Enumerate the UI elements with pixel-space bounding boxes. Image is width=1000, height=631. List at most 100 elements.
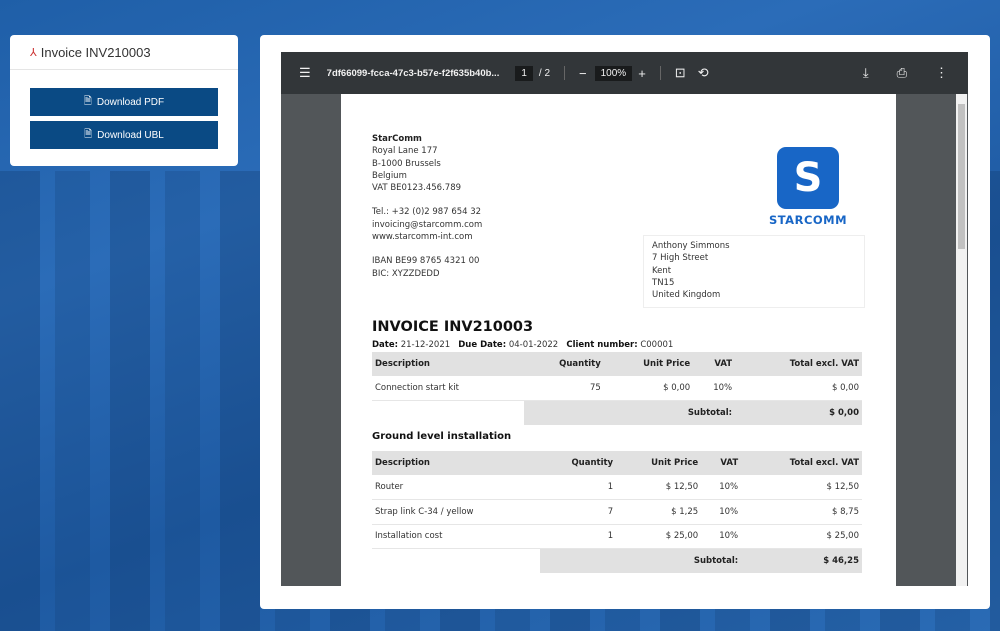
table-row: Strap link C-34 / yellow 7 $ 1,25 10% $ 8,75 [372, 499, 862, 525]
section-title: Ground level installation [372, 431, 512, 442]
column-header: Total excl. VAT [735, 352, 862, 376]
subtotal-value: $ 46,25 [741, 548, 862, 573]
table-header: Description Quantity Unit Price VAT Total ex… [372, 352, 862, 376]
column-header: Unit Price [616, 451, 702, 475]
table-cell: $ 8,75 [741, 499, 862, 525]
column-header: Description [372, 451, 540, 475]
download-ubl-button[interactable]: 🗎 Download UBL [30, 121, 218, 149]
scrollbar-thumb[interactable] [958, 104, 965, 249]
sender-line: VAT BE0123.456.789 [372, 183, 462, 194]
table-cell: Strap link C-34 / yellow [372, 499, 540, 525]
column-header: VAT [701, 451, 742, 475]
recipient-line: TN15 [652, 277, 675, 288]
download-ubl-label: Download UBL [97, 129, 164, 141]
logo-text: STARCOMM [768, 213, 848, 227]
column-header: Description [372, 352, 524, 376]
zoom-in-icon[interactable]: + [638, 65, 646, 81]
recipient-line: Kent [652, 265, 672, 276]
column-header: VAT [693, 352, 736, 376]
pdf-viewer: ☰ 7df66099-fcca-47c3-b57e-f2f635b40b... … [281, 52, 968, 586]
table-cell: 10% [701, 475, 742, 500]
download-pdf-label: Download PDF [96, 96, 165, 108]
recipient-line: Anthony Simmons [652, 241, 730, 251]
table-cell: $ 1,25 [616, 499, 702, 525]
items-table-2: Description Quantity Unit Price VAT Total ex… [372, 451, 862, 573]
page-input[interactable]: 1 [515, 65, 533, 81]
column-header: Total excl. VAT [741, 451, 862, 475]
pdf-page: StarComm Royal Lane 177 B-1000 Brussels … [341, 94, 896, 586]
client-label: Client number: [566, 340, 638, 350]
invoice-meta: Date: 21-12-2021 Due Date: 04-01-2022 Cl… [372, 339, 673, 351]
invoice-title: Invoice INV210003 [40, 44, 151, 60]
table-cell: 7 [539, 499, 617, 525]
table-row: Router 1 $ 12,50 10% $ 12,50 [372, 475, 862, 500]
pdf-toolbar: ☰ 7df66099-fcca-47c3-b57e-f2f635b40b... … [281, 52, 968, 94]
menu-icon[interactable]: ☰ [299, 65, 311, 80]
subtotal-label: Subtotal: [616, 548, 742, 573]
sender-email: invoicing@starcomm.com [372, 219, 483, 230]
due-value: 04-01-2022 [508, 340, 559, 350]
sender-name: StarComm [372, 134, 422, 144]
rotate-icon[interactable]: ⟲ [697, 65, 709, 80]
sender-iban: IBAN BE99 8765 4321 00 [372, 256, 480, 267]
subtotal-value: $ 0,00 [735, 400, 862, 425]
recipient-line: 7 High Street [652, 253, 709, 264]
starcomm-logo: S STARCOMM [766, 147, 850, 226]
subtotal-row: Subtotal: $ 46,25 [372, 548, 862, 573]
table-header: Description Quantity Unit Price VAT Total ex… [372, 451, 862, 475]
table-cell: Router [372, 475, 540, 500]
print-icon[interactable]: ⎙ [896, 65, 907, 80]
column-header: Quantity [523, 352, 604, 376]
divider [659, 66, 661, 80]
column-header: Unit Price [603, 352, 694, 376]
table-cell: $ 25,00 [616, 524, 702, 549]
zoom-input[interactable]: 100% [594, 65, 633, 81]
more-options-icon[interactable]: ⋮ [935, 65, 948, 80]
table-cell: $ 25,00 [741, 524, 862, 549]
recipient-line: United Kingdom [652, 290, 721, 301]
date-label: Date: [372, 340, 399, 350]
invoice-card: ⅄ Invoice INV210003 🗎 Download PDF 🗎 Downlo… [10, 35, 238, 166]
sender-phone: Tel.: +32 (0)2 987 654 32 [372, 207, 482, 218]
sender-bic: BIC: XYZZDEDD [372, 268, 440, 279]
file-xml-icon: 🗎 [84, 128, 93, 140]
date-value: 21-12-2021 [400, 340, 451, 350]
table-cell: $ 0,00 [603, 376, 694, 401]
table-cell: 1 [539, 524, 617, 549]
zoom-out-icon[interactable]: − [579, 65, 587, 81]
invoice-heading: INVOICE INV210003 [372, 319, 534, 335]
table-cell: $ 12,50 [741, 475, 862, 500]
recipient-address: Anthony Simmons 7 High Street Kent TN15 … [643, 235, 865, 308]
due-label: Due Date: [458, 340, 507, 350]
table-cell: Installation cost [372, 524, 540, 549]
scrollbar[interactable] [956, 94, 967, 586]
logo-mark-icon: S [777, 147, 839, 209]
subtotal-label: Subtotal: [603, 400, 736, 425]
table-cell: 10% [693, 376, 736, 401]
table-cell: 1 [539, 475, 617, 500]
table-cell: 10% [701, 499, 742, 525]
fit-page-icon[interactable]: ⊡ [674, 65, 686, 80]
table-cell: 75 [523, 376, 604, 401]
sender-block: StarComm Royal Lane 177 B-1000 Brussels … [372, 133, 482, 280]
table-cell: 10% [701, 524, 742, 549]
file-pdf-icon: 🗎 [83, 95, 92, 107]
divider [564, 66, 566, 80]
table-row: Connection start kit 75 $ 0,00 10% $ 0,00 [372, 376, 862, 401]
table-cell: $ 12,50 [616, 475, 702, 500]
sender-website: www.starcomm-int.com [372, 232, 473, 243]
table-cell: Connection start kit [372, 376, 524, 401]
download-pdf-button[interactable]: 🗎 Download PDF [30, 88, 218, 116]
client-value: C00001 [640, 340, 674, 350]
subtotal-row: Subtotal: $ 0,00 [372, 400, 862, 425]
sender-line: Royal Lane 177 [372, 146, 438, 157]
sender-line: B-1000 Brussels [372, 158, 441, 169]
items-table-1: Description Quantity Unit Price VAT Total ex… [372, 352, 862, 425]
download-icon[interactable]: ⤓ [862, 65, 869, 80]
viewer-card: ☰ 7df66099-fcca-47c3-b57e-f2f635b40b... … [260, 35, 990, 609]
page-total: / 2 [538, 67, 551, 79]
table-cell: $ 0,00 [735, 376, 862, 401]
pdf-icon: ⅄ [30, 46, 37, 59]
sender-line: Belgium [372, 170, 407, 181]
column-header: Quantity [539, 451, 617, 475]
